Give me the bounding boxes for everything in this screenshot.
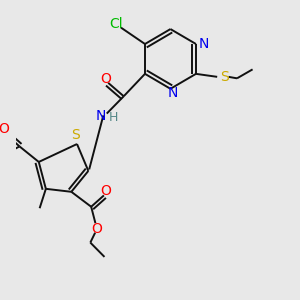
Text: O: O <box>100 72 111 86</box>
Text: O: O <box>100 184 111 198</box>
Text: H: H <box>109 111 119 124</box>
Text: Cl: Cl <box>109 17 123 31</box>
Text: N: N <box>96 109 106 123</box>
Text: O: O <box>0 122 9 136</box>
Text: O: O <box>91 221 102 236</box>
Text: S: S <box>71 128 80 142</box>
Text: N: N <box>199 37 209 51</box>
Text: S: S <box>220 70 229 84</box>
Text: N: N <box>168 86 178 100</box>
